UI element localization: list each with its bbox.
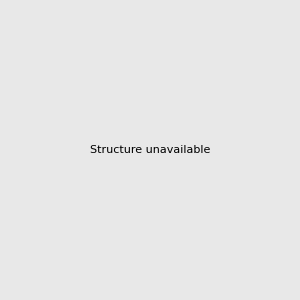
Text: Structure unavailable: Structure unavailable bbox=[90, 145, 210, 155]
